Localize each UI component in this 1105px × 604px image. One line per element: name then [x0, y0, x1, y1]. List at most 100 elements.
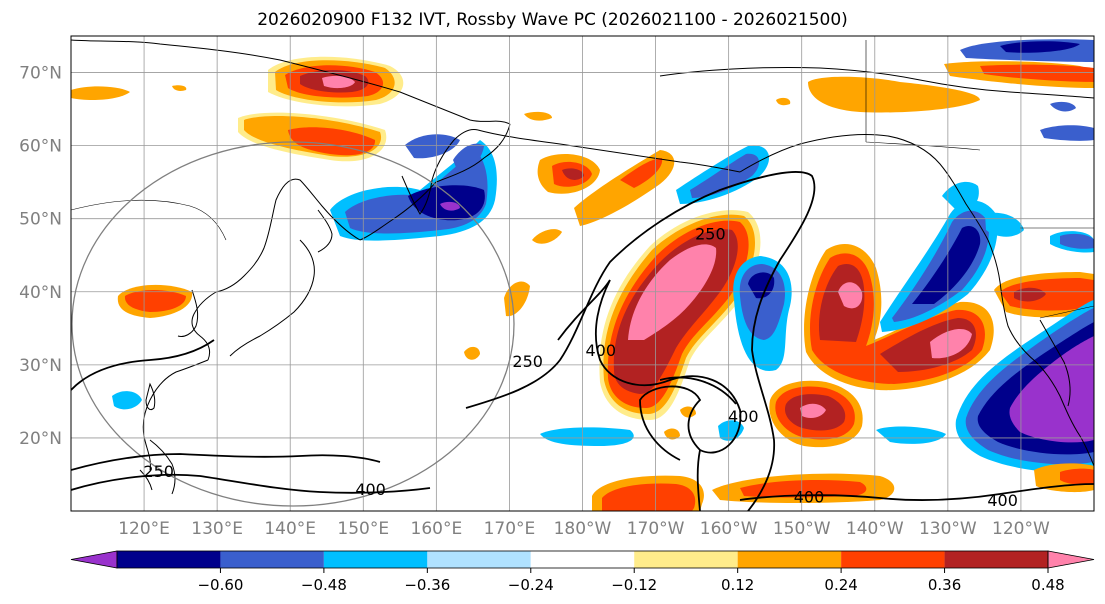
contour-250-west [71, 339, 215, 391]
philippines-coastline [139, 439, 176, 495]
longitude-tick-label: 150°W [773, 519, 831, 539]
anomaly-blob [876, 426, 946, 444]
colorbar-segment [944, 551, 1048, 568]
anomaly-blob [440, 201, 460, 211]
anomaly-blob [912, 225, 981, 304]
contour-250-south [71, 453, 381, 471]
anomaly-blob [930, 328, 972, 359]
contour-label: 400 [355, 480, 386, 499]
longitude-tick-label: 130°E [191, 519, 243, 539]
anomaly-blob [112, 391, 142, 410]
colorbar-segment [117, 551, 221, 568]
japan-coastline [229, 209, 333, 357]
anomaly-blob [124, 290, 186, 312]
map-plot-area: 250 250 250 400 400 400 400 400 [71, 36, 1094, 511]
anomaly-blob [1060, 233, 1094, 249]
anomaly-blob [1000, 278, 1094, 311]
baja-coastline [1039, 319, 1071, 407]
colorbar-segment [427, 551, 531, 568]
north-america-coastline [987, 239, 1094, 467]
anomaly-blob [740, 480, 867, 498]
anomaly-blob [602, 483, 696, 511]
contour-label: 400 [585, 341, 616, 360]
anomaly-blob [620, 158, 663, 188]
ivt-contours [71, 171, 1094, 511]
anomaly-blob [540, 427, 634, 446]
colorbar-segment [737, 551, 842, 568]
anomaly-blob [1060, 468, 1094, 485]
alaska-coastline [659, 66, 1094, 241]
latitude-tick-label: 40°N [19, 283, 62, 303]
longitude-labels: 120°E 130°E 140°E 150°E 160°E 170°E 180°W 170°W… [118, 519, 1050, 539]
anomaly-blob [524, 111, 552, 121]
anomaly-blob [504, 281, 530, 317]
colorbar-tick-label: −0.36 [404, 576, 450, 594]
anomaly-blob [718, 420, 744, 441]
contour-labels: 250 250 250 400 400 400 400 400 [143, 224, 1018, 510]
colorbar-tick-label: 0.36 [928, 576, 961, 594]
kamchatka-coastline [401, 129, 479, 215]
colorbar-tick-label: −0.48 [301, 576, 347, 594]
anomaly-blob [1040, 125, 1094, 141]
ivt-anomaly-shading [71, 39, 1094, 511]
anomaly-blob [838, 282, 863, 309]
contour-400-mid [659, 376, 737, 405]
anomaly-blob [1009, 336, 1094, 443]
reference-circle [71, 141, 515, 507]
us-mexico-border [1039, 305, 1094, 319]
coastlines [71, 39, 1094, 495]
colorbar-segment [530, 551, 635, 568]
anomaly-blob [532, 229, 562, 244]
anomaly-blob [776, 97, 791, 106]
colorbar-segment [634, 551, 738, 568]
longitude-tick-label: 170°E [484, 519, 536, 539]
anomaly-blob [71, 86, 130, 100]
colorbar-tick-labels: −0.60 −0.48 −0.36 −0.24 −0.12 0.12 0.24 0.36 0.4… [197, 568, 1065, 594]
longitude-tick-label: 160°E [411, 519, 463, 539]
longitude-tick-label: 150°E [337, 519, 389, 539]
china-border [71, 199, 227, 241]
contour-label: 250 [143, 462, 174, 481]
anomaly-blob [942, 181, 979, 213]
longitude-tick-label: 170°W [627, 519, 685, 539]
colorbar-tick-label: 0.24 [824, 576, 857, 594]
anomaly-blob [322, 75, 355, 89]
latitude-tick-label: 30°N [19, 356, 62, 376]
contour-label: 400 [794, 487, 825, 506]
colorbar [70, 550, 1095, 569]
anomaly-blob [562, 168, 584, 180]
contour-label: 250 [695, 224, 726, 243]
colorbar-tick-label: 0.48 [1031, 576, 1064, 594]
contour-label: 400 [987, 491, 1018, 510]
contour-label: 250 [512, 352, 543, 371]
anomaly-blob [664, 428, 680, 440]
longitude-tick-label: 180°W [554, 519, 612, 539]
asia-coastline [71, 39, 511, 471]
contour-label: 400 [728, 407, 759, 426]
colorbar-segment [323, 551, 428, 568]
longitude-tick-label: 120°E [118, 519, 170, 539]
anomaly-blob [405, 134, 460, 159]
colorbar-tick-label: −0.12 [611, 576, 657, 594]
taiwan-coastline [145, 382, 156, 411]
map-title: 2026020900 F132 IVT, Rossby Wave PC (202… [257, 10, 848, 30]
anomaly-blob [800, 403, 826, 418]
anomaly-blob [980, 64, 1094, 82]
colorbar-segment [841, 551, 945, 568]
anomaly-blob [172, 85, 187, 91]
colorbar-tick-label: −0.24 [508, 576, 554, 594]
longitude-tick-label: 140°E [264, 519, 316, 539]
longitude-tick-label: 140°W [846, 519, 904, 539]
anomaly-blob [1050, 101, 1076, 112]
latitude-tick-label: 20°N [19, 429, 62, 449]
longitude-tick-label: 160°W [700, 519, 758, 539]
anomaly-blob [628, 244, 717, 340]
latitude-tick-label: 70°N [19, 64, 62, 84]
colorbar-segment [220, 551, 324, 568]
longitude-tick-label: 130°W [919, 519, 977, 539]
anomaly-blob [453, 143, 484, 172]
anomaly-blob [690, 153, 760, 198]
latitude-labels: 70°N 60°N 50°N 40°N 30°N 20°N [19, 64, 62, 449]
colorbar-extend-max [1047, 550, 1095, 569]
